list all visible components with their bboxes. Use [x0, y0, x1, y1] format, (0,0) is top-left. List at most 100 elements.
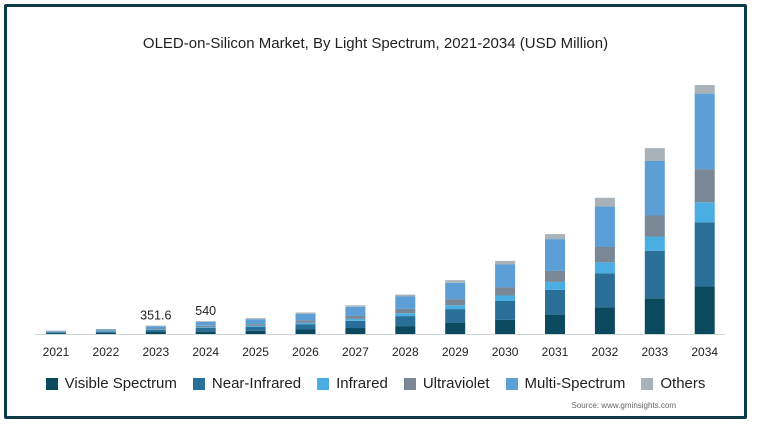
x-tick-label: 2029 [442, 345, 469, 359]
bar-segment-2032-others [594, 197, 615, 207]
bar-segment-2033-others [644, 148, 665, 161]
bar-segment-2026-infrared [295, 322, 316, 325]
bar-segment-2030-infrared [495, 295, 516, 301]
bar-segment-2021-ultraviolet [46, 331, 66, 333]
legend-label: Others [660, 375, 706, 392]
bar-segment-2027-ultraviolet [345, 315, 366, 319]
bar-segment-2034-infrared [694, 202, 715, 223]
bar-segment-2031-ultraviolet [545, 270, 565, 282]
bar-segment-2029-infrared [445, 305, 466, 310]
bar-segment-2033-visible-spectrum [644, 298, 665, 334]
bar-segment-2025-ultraviolet [245, 324, 266, 326]
x-tick-label: 2025 [242, 345, 269, 359]
bar-segment-2021-multi-spectrum [46, 330, 66, 332]
bar-segment-2034-others [694, 85, 715, 94]
legend-swatch [505, 377, 518, 390]
bar-segment-2024-visible-spectrum [195, 331, 216, 334]
bar-segment-2022-others [95, 329, 116, 330]
bar-segment-2024-multi-spectrum [195, 321, 216, 326]
legend-label: Multi-Spectrum [524, 375, 626, 392]
bar-segment-2022-near-infrared [95, 331, 116, 333]
bar-segment-2028-others [395, 294, 416, 297]
bar-segment-2030-ultraviolet [495, 287, 516, 296]
x-tick-label: 2022 [93, 345, 120, 359]
x-tick-label: 2023 [142, 345, 169, 359]
bar-segment-2023-multi-spectrum [145, 326, 166, 329]
bar-segment-2026-visible-spectrum [295, 329, 316, 334]
bar-segment-2032-multi-spectrum [594, 206, 615, 247]
data-label-2024: 540 [195, 304, 216, 318]
bar-segment-2023-near-infrared [145, 329, 166, 332]
bar-segment-2022-multi-spectrum [95, 329, 116, 331]
bar-segment-2026-near-infrared [295, 324, 316, 330]
bar-segment-2025-visible-spectrum [245, 330, 266, 334]
x-tick-label: 2021 [43, 345, 70, 359]
legend-swatch [317, 377, 330, 390]
x-tick-label: 2032 [592, 345, 619, 359]
bar-segment-2031-near-infrared [545, 289, 565, 315]
bar-segment-2034-ultraviolet [694, 169, 715, 203]
bar-segment-2023-visible-spectrum [145, 332, 166, 334]
bar-segment-2033-multi-spectrum [644, 161, 665, 216]
legend-item-infrared: Infrared [317, 375, 388, 392]
bar-segment-2032-near-infrared [594, 273, 615, 308]
bar-segment-2021-near-infrared [46, 332, 66, 334]
x-tick-label: 2031 [542, 345, 569, 359]
bar-segment-2031-others [545, 234, 565, 240]
bar-segment-2029-visible-spectrum [445, 323, 466, 334]
bar-segment-2021-visible-spectrum [46, 333, 66, 334]
legend-item-near-infrared: Near-Infrared [192, 375, 302, 392]
bar-segment-2029-ultraviolet [445, 299, 466, 306]
bar-segment-2033-ultraviolet [644, 215, 665, 237]
bar-segment-2023-ultraviolet [145, 328, 166, 330]
bar-segment-2028-multi-spectrum [395, 296, 416, 309]
legend-item-multi-spectrum: Multi-Spectrum [505, 375, 626, 392]
legend-swatch [403, 377, 416, 390]
bar-segment-2034-visible-spectrum [694, 286, 715, 334]
bar-segment-2031-multi-spectrum [545, 239, 565, 271]
bar-segment-2033-near-infrared [644, 250, 665, 299]
bar-segment-2026-others [295, 312, 316, 314]
bar-segment-2028-ultraviolet [395, 308, 416, 314]
x-tick-label: 2034 [691, 345, 718, 359]
legend-label: Infrared [336, 375, 388, 392]
bar-segment-2032-visible-spectrum [594, 307, 615, 334]
bar-segment-2021-infrared [46, 332, 66, 333]
legend-label: Near-Infrared [211, 375, 302, 392]
legend-item-ultraviolet: Ultraviolet [403, 375, 490, 392]
bar-segment-2030-near-infrared [495, 301, 516, 320]
x-tick-label: 2028 [392, 345, 419, 359]
x-tick-label: 2033 [641, 345, 668, 359]
bar-segment-2024-others [195, 321, 216, 322]
bar-segment-2024-near-infrared [195, 328, 216, 332]
bar-segment-2030-others [495, 260, 516, 265]
legend-swatch [45, 377, 58, 390]
data-label-2023: 351.6 [140, 309, 171, 323]
bar-segment-2026-multi-spectrum [295, 313, 316, 321]
bar-segment-2023-infrared [145, 329, 166, 330]
bar-segment-2031-visible-spectrum [545, 314, 565, 334]
x-tick-label: 2026 [292, 345, 319, 359]
bar-segment-2025-multi-spectrum [245, 319, 266, 325]
legend-label: Visible Spectrum [64, 375, 177, 392]
bar-segment-2022-ultraviolet [95, 330, 116, 332]
bar-segment-2029-others [445, 280, 466, 283]
bar-segment-2025-others [245, 318, 266, 320]
x-tick-label: 2024 [192, 345, 219, 359]
source-note: Source: www.gminsights.com [571, 401, 676, 410]
legend-item-visible-spectrum: Visible Spectrum [45, 375, 177, 392]
legend-label: Ultraviolet [422, 375, 490, 392]
bar-segment-2027-near-infrared [345, 320, 366, 329]
bar-segment-2028-near-infrared [395, 316, 416, 327]
bar-segment-2030-visible-spectrum [495, 319, 516, 334]
bar-segment-2023-others [145, 325, 166, 327]
bar-segment-2027-others [345, 305, 366, 307]
chart-title: OLED-on-Silicon Market, By Light Spectru… [142, 35, 609, 52]
bar-segment-2028-infrared [395, 313, 416, 317]
legend-swatch [192, 377, 205, 390]
bar-segment-2029-multi-spectrum [445, 282, 466, 300]
bar-segment-2027-multi-spectrum [345, 306, 366, 316]
bar-segment-2021-others [46, 330, 66, 332]
bar-segment-2026-ultraviolet [295, 320, 316, 323]
chart-legend: Visible Spectrum Near-Infrared Infrared Ult… [7, 375, 744, 392]
